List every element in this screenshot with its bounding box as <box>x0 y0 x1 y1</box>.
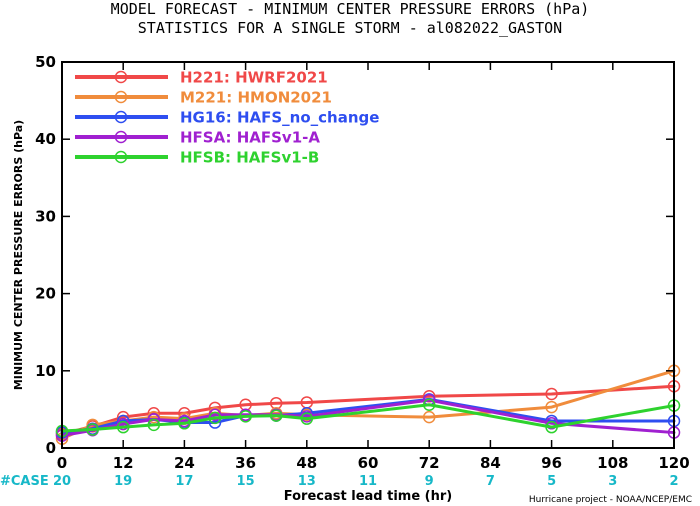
case-count: 5 <box>547 474 556 489</box>
data-point <box>208 411 222 425</box>
case-count: 2 <box>669 474 678 489</box>
data-point <box>178 417 191 430</box>
legend-label: M221: HMON2021 <box>180 89 332 107</box>
data-point <box>545 400 558 414</box>
y-tick-label: 20 <box>35 285 56 303</box>
legend-item: M221: HMON2021 <box>75 89 332 107</box>
x-tick-label: 12 <box>113 454 134 472</box>
y-tick-label: 0 <box>46 439 56 457</box>
x-tick-label: 60 <box>358 454 379 472</box>
data-point <box>422 390 436 403</box>
case-count: 15 <box>237 474 255 489</box>
legend-item: HFSA: HAFSv1-A <box>75 129 320 147</box>
legend-marker <box>114 90 128 104</box>
y-axis-label: MINIMUM CENTER PRESSURE ERRORS (hPa) <box>12 120 25 390</box>
y-tick-label: 50 <box>35 53 56 71</box>
x-tick-label: 48 <box>296 454 317 472</box>
x-tick-label: 24 <box>174 454 195 472</box>
x-tick-label: 120 <box>658 454 689 472</box>
x-tick-label: 0 <box>57 454 67 472</box>
case-count: 7 <box>486 474 495 489</box>
data-point <box>422 410 436 424</box>
data-point <box>208 408 222 422</box>
data-point <box>239 410 252 423</box>
legend-item: HFSB: HAFSv1-B <box>75 149 319 167</box>
data-point <box>422 398 436 412</box>
x-tick-label: 96 <box>541 454 562 472</box>
data-point <box>545 420 558 434</box>
series <box>55 379 681 441</box>
chart-subtitle: STATISTICS FOR A SINGLE STORM - al082022… <box>138 19 562 37</box>
data-point <box>147 418 161 432</box>
data-point <box>545 387 558 401</box>
case-row: 20 19 17 15 13 11 9 7 5 3 2 <box>53 474 679 489</box>
y-tick-label: 30 <box>35 207 56 225</box>
x-tick-label: 36 <box>235 454 256 472</box>
legend-label: HFSA: HAFSv1-A <box>180 129 320 147</box>
chart-title: MODEL FORECAST - MINIMUM CENTER PRESSURE… <box>111 0 590 18</box>
legend-marker <box>114 70 128 84</box>
x-tick-label: 72 <box>419 454 440 472</box>
case-count: 3 <box>608 474 617 489</box>
case-count: 17 <box>175 474 193 489</box>
x-tick-label: 84 <box>480 454 501 472</box>
series-layer <box>55 364 681 445</box>
x-axis-label: Forecast lead time (hr) <box>284 489 452 504</box>
case-label: #CASE <box>0 474 49 489</box>
legend-label: HFSB: HAFSv1-B <box>180 149 319 167</box>
legend-label: H221: HWRF2021 <box>180 69 328 87</box>
data-point <box>545 417 558 430</box>
x-axis: 0 12 24 36 48 60 72 84 96 108 120 <box>57 62 690 472</box>
legend-marker <box>114 150 128 164</box>
data-point <box>269 409 283 422</box>
data-point <box>116 417 130 431</box>
case-count: 9 <box>425 474 434 489</box>
case-count: 19 <box>114 474 132 489</box>
data-point <box>116 420 130 434</box>
y-tick-label: 40 <box>35 130 56 148</box>
legend-item: H221: HWRF2021 <box>75 69 328 87</box>
legend-label: HG16: HAFS_no_change <box>180 109 379 127</box>
case-count: 13 <box>298 474 316 489</box>
data-point <box>300 412 314 425</box>
legend-marker <box>114 110 128 124</box>
legend: H221: HWRF2021 M221: HMON2021 HG16: HAFS_n… <box>75 69 379 167</box>
footnote: Hurricane project - NOAA/NCEP/EMC <box>529 495 692 505</box>
legend-item: HG16: HAFS_no_change <box>75 109 379 127</box>
y-tick-label: 10 <box>35 362 56 380</box>
series <box>55 364 681 445</box>
legend-marker <box>114 130 128 144</box>
case-count: 20 <box>53 474 71 489</box>
series-line <box>60 369 676 441</box>
case-count: 11 <box>359 474 377 489</box>
y-axis: 0 10 20 30 40 50 <box>35 53 674 457</box>
data-point <box>86 423 99 436</box>
x-tick-label: 108 <box>597 454 628 472</box>
